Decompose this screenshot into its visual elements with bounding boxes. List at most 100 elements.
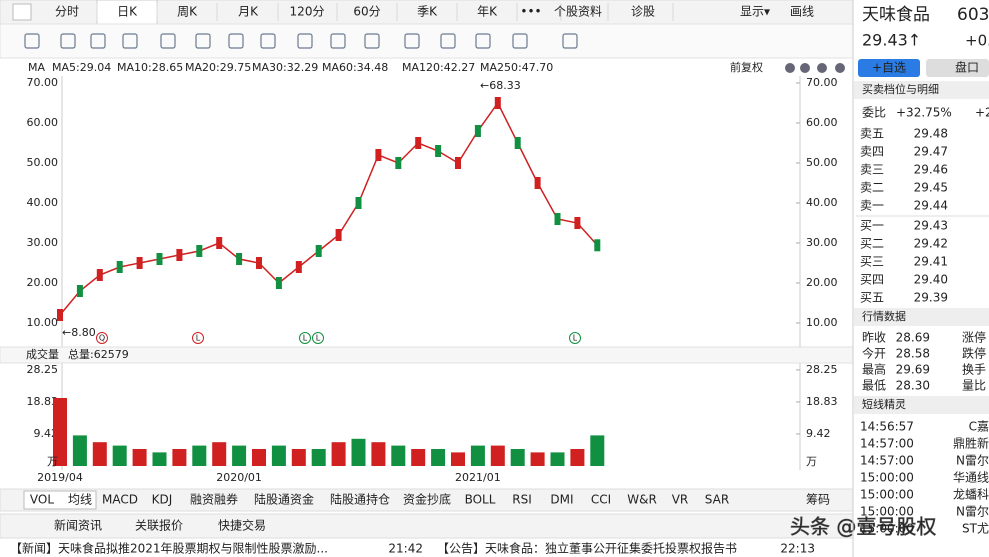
tool-icon[interactable]: [60, 33, 76, 49]
spirit-time: 15:00:00: [860, 522, 914, 536]
tool-icon[interactable]: [440, 33, 456, 49]
tool-icon[interactable]: [24, 33, 40, 49]
top-tab[interactable]: 年K: [477, 5, 498, 19]
volume-bar: [112, 445, 127, 466]
panel-button[interactable]: [800, 63, 810, 73]
tool-icon[interactable]: [90, 33, 106, 49]
top-tab[interactable]: 诊股: [631, 5, 655, 19]
indicator-tab[interactable]: VR: [672, 493, 689, 507]
ma-item: MA10:28.65: [117, 61, 183, 74]
volume-bar: [451, 452, 465, 466]
tool-icon[interactable]: [160, 33, 176, 49]
indicator-tab[interactable]: SAR: [705, 493, 729, 507]
order-label: 卖一: [860, 199, 884, 213]
ratio-value: +32.75%: [896, 106, 952, 120]
tool-icon[interactable]: [364, 33, 380, 49]
news-text[interactable]: 【公告】天味食品：独立董事公开征集委托投票权报告书: [437, 541, 737, 556]
indicator-tab[interactable]: RSI: [512, 493, 532, 507]
event-marker[interactable]: [96, 332, 108, 344]
event-marker[interactable]: [192, 332, 204, 344]
watch-button[interactable]: [858, 59, 920, 77]
price-candle: [275, 277, 282, 289]
indicator-tab[interactable]: CCI: [591, 493, 611, 507]
bottom-tab[interactable]: 新闻资讯: [54, 518, 102, 533]
spirit-name[interactable]: C嘉: [969, 420, 989, 434]
y-tick-label: 30.00: [27, 236, 59, 249]
spirit-name[interactable]: ST尤: [962, 522, 989, 536]
top-tab[interactable]: •••: [520, 5, 541, 19]
stock-price: 29.43↑: [862, 31, 921, 50]
news-text[interactable]: 【新闻】天味食品拟推2021年股票期权与限制性股票激励...: [10, 541, 328, 556]
top-tab[interactable]: 周K: [177, 5, 198, 19]
indicator-tab[interactable]: 均线: [68, 493, 92, 507]
top-tab[interactable]: 季K: [417, 5, 438, 19]
book-button[interactable]: [926, 59, 989, 77]
spirit-name[interactable]: N雷尔: [956, 504, 989, 519]
event-marker[interactable]: [299, 332, 311, 344]
top-tab[interactable]: 60分: [353, 5, 380, 19]
indicator-tab[interactable]: 资金抄底: [403, 492, 451, 507]
tool-icon[interactable]: [260, 33, 276, 49]
spirit-name[interactable]: N雷尔: [956, 453, 989, 468]
indicator-tab[interactable]: W&R: [627, 493, 657, 507]
price-candle: [76, 285, 83, 297]
indicator-tab[interactable]: DMI: [550, 493, 573, 507]
ma-item: MA250:47.70: [480, 61, 553, 74]
top-tab[interactable]: 画线: [790, 5, 814, 19]
ma-item: MA30:32.29: [252, 61, 318, 74]
event-marker[interactable]: [569, 332, 581, 344]
panel-button[interactable]: [817, 63, 827, 73]
top-tab[interactable]: 分时: [55, 5, 79, 19]
quote-label-2: 涨停: [962, 330, 986, 345]
adjust-mode[interactable]: 前复权: [730, 60, 763, 74]
x-tick-label: 2021/01: [455, 471, 501, 484]
tool-icon[interactable]: [122, 33, 138, 49]
bottom-tab[interactable]: 快捷交易: [218, 518, 266, 533]
watch-label[interactable]: +自选: [872, 61, 906, 75]
indicator-tab[interactable]: MACD: [102, 493, 138, 507]
event-marker[interactable]: [312, 332, 324, 344]
top-tab[interactable]: 120分: [290, 5, 325, 19]
top-tab[interactable]: 日K: [117, 5, 138, 19]
tool-icon[interactable]: [330, 33, 346, 49]
top-tab[interactable]: 显示▾: [740, 5, 770, 19]
top-tab[interactable]: 个股资料: [554, 5, 602, 19]
order-price: 29.47: [914, 145, 948, 159]
book-label[interactable]: 盘口: [955, 60, 979, 75]
tool-icon[interactable]: [228, 33, 244, 49]
spirit-name[interactable]: 华通线: [953, 471, 989, 485]
indicator-tab[interactable]: 筹码: [806, 493, 830, 507]
volume-bar: [252, 448, 266, 466]
tool-icon[interactable]: [404, 33, 420, 49]
annotation: ←68.33: [480, 79, 521, 92]
volume-bar: [431, 448, 446, 466]
panel-button[interactable]: [835, 63, 845, 73]
vol-tick-label-right: 18.83: [806, 395, 838, 408]
indicator-tab[interactable]: 融资融券: [190, 492, 238, 507]
spirit-name[interactable]: 龙蟠科: [953, 488, 989, 502]
spirit-name[interactable]: 鼎胜新: [953, 436, 989, 451]
tool-icon[interactable]: [297, 33, 313, 49]
indicator-tab[interactable]: 陆股通资金: [254, 492, 314, 507]
volume-bar: [570, 448, 585, 466]
watermark: 头条 @壹号股权: [790, 515, 936, 539]
volume-bar: [550, 452, 565, 466]
bottom-tab[interactable]: 关联报价: [135, 518, 183, 533]
tool-icon[interactable]: [512, 33, 528, 49]
order-label: 卖三: [860, 163, 884, 177]
top-tab[interactable]: 月K: [238, 5, 259, 19]
vol-tick-label-right: 9.42: [806, 427, 831, 440]
price-candle: [395, 157, 402, 169]
panel-button[interactable]: [785, 63, 795, 73]
tool-icon[interactable]: [475, 33, 491, 49]
quote-label: 最高: [862, 362, 886, 377]
order-label: 卖二: [860, 181, 884, 195]
tool-icon[interactable]: [195, 33, 211, 49]
price-candle: [455, 157, 461, 169]
tool-icon[interactable]: [562, 33, 578, 49]
indicator-tab[interactable]: KDJ: [152, 493, 173, 507]
indicator-tab[interactable]: VOL: [30, 493, 54, 507]
ratio-extra: +2: [975, 106, 989, 120]
indicator-tab[interactable]: BOLL: [465, 493, 496, 507]
indicator-tab[interactable]: 陆股通持仓: [330, 492, 390, 507]
